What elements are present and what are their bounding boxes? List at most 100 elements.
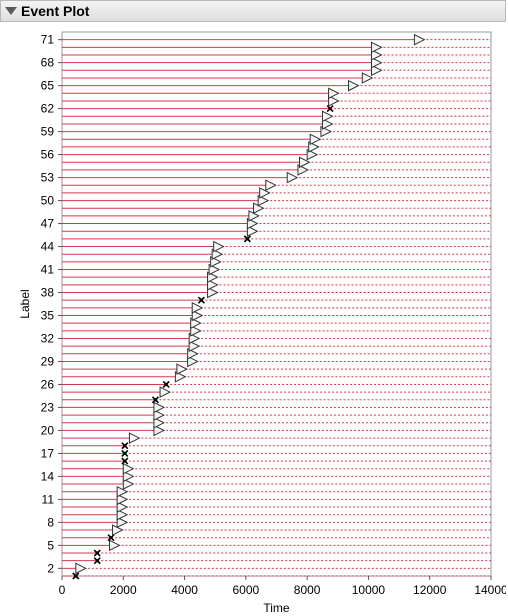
censored-marker — [413, 33, 426, 46]
plot-frame — [61, 31, 492, 577]
censored-marker — [153, 416, 166, 429]
censored-marker — [128, 432, 141, 444]
censored-marker — [153, 409, 166, 421]
y-tick-label: 41 — [41, 263, 55, 277]
y-tick-label: 56 — [41, 148, 55, 162]
y-tick-label: 14 — [41, 469, 55, 483]
outline-header: Event Plot — [0, 0, 506, 22]
failure-marker — [121, 457, 129, 465]
failure-marker — [121, 442, 129, 450]
y-axis-title: Label — [18, 289, 32, 318]
x-tick-label: 4000 — [171, 583, 198, 597]
censored-marker — [211, 248, 224, 261]
censored-marker — [320, 125, 333, 138]
censored-marker — [309, 133, 322, 146]
censored-marker — [159, 386, 172, 398]
y-tick-label: 44 — [41, 240, 55, 254]
event-lines — [62, 39, 491, 577]
event-markers — [72, 33, 426, 580]
censored-marker — [210, 256, 222, 268]
censored-marker — [207, 271, 219, 283]
y-tick-label: 5 — [47, 538, 54, 552]
censored-marker — [122, 470, 135, 483]
x-axis-title: Time — [263, 601, 290, 615]
censored-marker — [122, 462, 135, 475]
censored-marker — [257, 194, 270, 207]
censored-marker — [328, 87, 340, 100]
x-axis: 0 2000 4000 6000 8000 10000 12000 14000 — [59, 576, 506, 597]
failure-marker — [197, 296, 205, 304]
y-tick-label: 59 — [41, 125, 55, 139]
failure-marker — [72, 572, 80, 580]
censored-marker — [153, 424, 166, 437]
censored-marker — [265, 179, 277, 192]
censored-marker — [246, 225, 259, 238]
failure-marker — [162, 380, 170, 389]
censored-marker — [298, 156, 311, 169]
censored-marker — [174, 370, 187, 383]
y-tick-label: 62 — [41, 102, 55, 116]
censored-marker — [370, 56, 383, 69]
censored-marker — [328, 95, 340, 107]
y-tick-label: 8 — [47, 515, 54, 529]
y-tick-label: 50 — [41, 194, 55, 208]
y-tick-label: 65 — [41, 79, 55, 93]
x-tick-label: 0 — [59, 583, 66, 597]
x-tick-label: 10000 — [352, 583, 386, 597]
censored-marker — [187, 347, 199, 360]
censored-marker — [116, 493, 129, 506]
censored-marker — [188, 332, 201, 345]
disclosure-triangle-icon[interactable] — [5, 7, 17, 15]
y-tick-label: 35 — [41, 308, 55, 322]
censored-marker — [207, 286, 219, 299]
censored-marker — [370, 49, 383, 61]
failure-marker — [151, 396, 160, 404]
y-axis: 2 5 8 11 14 17 20 23 26 29 32 35 38 41 44 47 50 53 56 59 62 6… — [41, 33, 62, 575]
event-plot-chart: 2 5 8 11 14 17 20 23 26 29 32 35 38 41 44 47 50 53 56 59 62 6… — [18, 31, 506, 615]
failure-marker — [93, 557, 101, 565]
censored-marker — [348, 79, 360, 92]
censored-marker — [108, 539, 121, 552]
censored-marker — [259, 187, 271, 199]
censored-marker — [213, 240, 225, 253]
y-tick-label: 29 — [41, 354, 55, 368]
censored-marker — [75, 562, 87, 575]
censored-marker — [208, 263, 221, 276]
censored-marker — [116, 485, 129, 498]
censored-marker — [321, 118, 334, 130]
censored-marker — [153, 401, 166, 414]
censored-marker — [190, 317, 202, 329]
x-tick-label: 14000 — [474, 583, 506, 597]
censored-marker — [191, 309, 204, 322]
y-tick-label: 53 — [41, 171, 55, 185]
censored-marker — [286, 171, 299, 184]
censored-marker — [207, 279, 219, 291]
y-tick-label: 17 — [41, 446, 55, 460]
censored-marker — [176, 363, 189, 375]
censored-marker — [297, 164, 310, 176]
y-tick-label: 2 — [47, 561, 54, 575]
censored-marker — [116, 508, 129, 521]
censored-marker — [122, 478, 135, 490]
censored-marker — [191, 302, 204, 314]
censored-marker — [187, 355, 199, 368]
censored-marker — [246, 217, 259, 230]
y-tick-label: 26 — [41, 377, 55, 391]
y-tick-label: 71 — [41, 33, 55, 47]
censored-marker — [116, 516, 129, 529]
y-tick-label: 47 — [41, 217, 55, 231]
censored-marker — [190, 325, 202, 337]
censored-marker — [361, 72, 374, 84]
censored-marker — [188, 340, 201, 352]
y-tick-label: 38 — [41, 286, 55, 300]
y-tick-label: 68 — [41, 56, 55, 70]
failure-marker — [121, 449, 129, 457]
y-tick-label: 11 — [42, 492, 55, 506]
failure-marker — [107, 534, 115, 542]
x-tick-label: 8000 — [294, 583, 321, 597]
censored-marker — [370, 64, 383, 77]
y-tick-label: 32 — [41, 331, 55, 345]
x-tick-label: 2000 — [110, 583, 137, 597]
y-tick-label: 20 — [41, 423, 55, 437]
censored-marker — [370, 41, 383, 54]
